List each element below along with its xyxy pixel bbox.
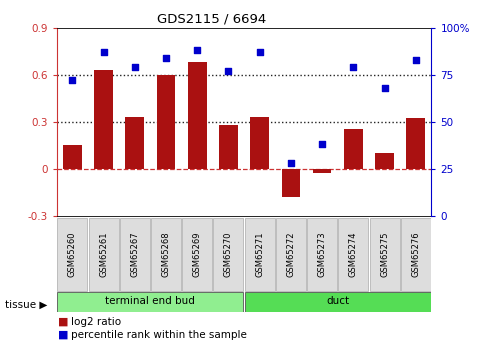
- Bar: [401, 218, 431, 291]
- Bar: [57, 218, 87, 291]
- Text: GSM65268: GSM65268: [162, 231, 171, 277]
- Bar: [245, 218, 275, 291]
- Point: [412, 57, 420, 62]
- Text: tissue ▶: tissue ▶: [5, 299, 47, 309]
- Bar: [338, 218, 368, 291]
- Point: [193, 47, 201, 53]
- Point: [256, 49, 264, 55]
- Bar: [370, 218, 399, 291]
- Point: [162, 55, 170, 60]
- Bar: [282, 169, 300, 197]
- Text: GSM65275: GSM65275: [380, 231, 389, 277]
- Text: log2 ratio: log2 ratio: [71, 317, 122, 326]
- Bar: [406, 118, 425, 169]
- Text: GSM65260: GSM65260: [68, 231, 77, 277]
- Point: [224, 68, 232, 73]
- Text: terminal end bud: terminal end bud: [106, 296, 195, 306]
- Bar: [344, 129, 363, 169]
- Bar: [188, 62, 207, 169]
- Bar: [213, 218, 244, 291]
- Bar: [245, 292, 431, 312]
- Point: [100, 49, 107, 55]
- Bar: [120, 218, 150, 291]
- Bar: [125, 117, 144, 169]
- Point: [318, 141, 326, 147]
- Bar: [63, 145, 82, 169]
- Text: GSM65261: GSM65261: [99, 231, 108, 277]
- Text: duct: duct: [326, 296, 349, 306]
- Point: [350, 64, 357, 70]
- Bar: [89, 218, 118, 291]
- Bar: [219, 125, 238, 169]
- Point: [69, 78, 76, 83]
- Bar: [151, 218, 181, 291]
- Point: [131, 64, 139, 70]
- Text: GSM65271: GSM65271: [255, 231, 264, 277]
- Bar: [276, 218, 306, 291]
- Bar: [94, 70, 113, 169]
- Text: ■: ■: [58, 317, 69, 326]
- Bar: [182, 218, 212, 291]
- Text: GDS2115 / 6694: GDS2115 / 6694: [157, 12, 267, 25]
- Text: ■: ■: [58, 330, 69, 339]
- Text: GSM65276: GSM65276: [411, 231, 420, 277]
- Bar: [157, 75, 176, 169]
- Bar: [307, 218, 337, 291]
- Text: GSM65274: GSM65274: [349, 231, 358, 277]
- Point: [381, 85, 388, 90]
- Text: GSM65272: GSM65272: [286, 231, 295, 277]
- Text: GSM65267: GSM65267: [130, 231, 139, 277]
- Bar: [375, 153, 394, 169]
- Bar: [313, 169, 331, 173]
- Bar: [57, 292, 244, 312]
- Text: GSM65269: GSM65269: [193, 231, 202, 277]
- Text: GSM65270: GSM65270: [224, 231, 233, 277]
- Bar: [250, 117, 269, 169]
- Text: percentile rank within the sample: percentile rank within the sample: [71, 330, 247, 339]
- Text: GSM65273: GSM65273: [317, 231, 326, 277]
- Point: [287, 160, 295, 166]
